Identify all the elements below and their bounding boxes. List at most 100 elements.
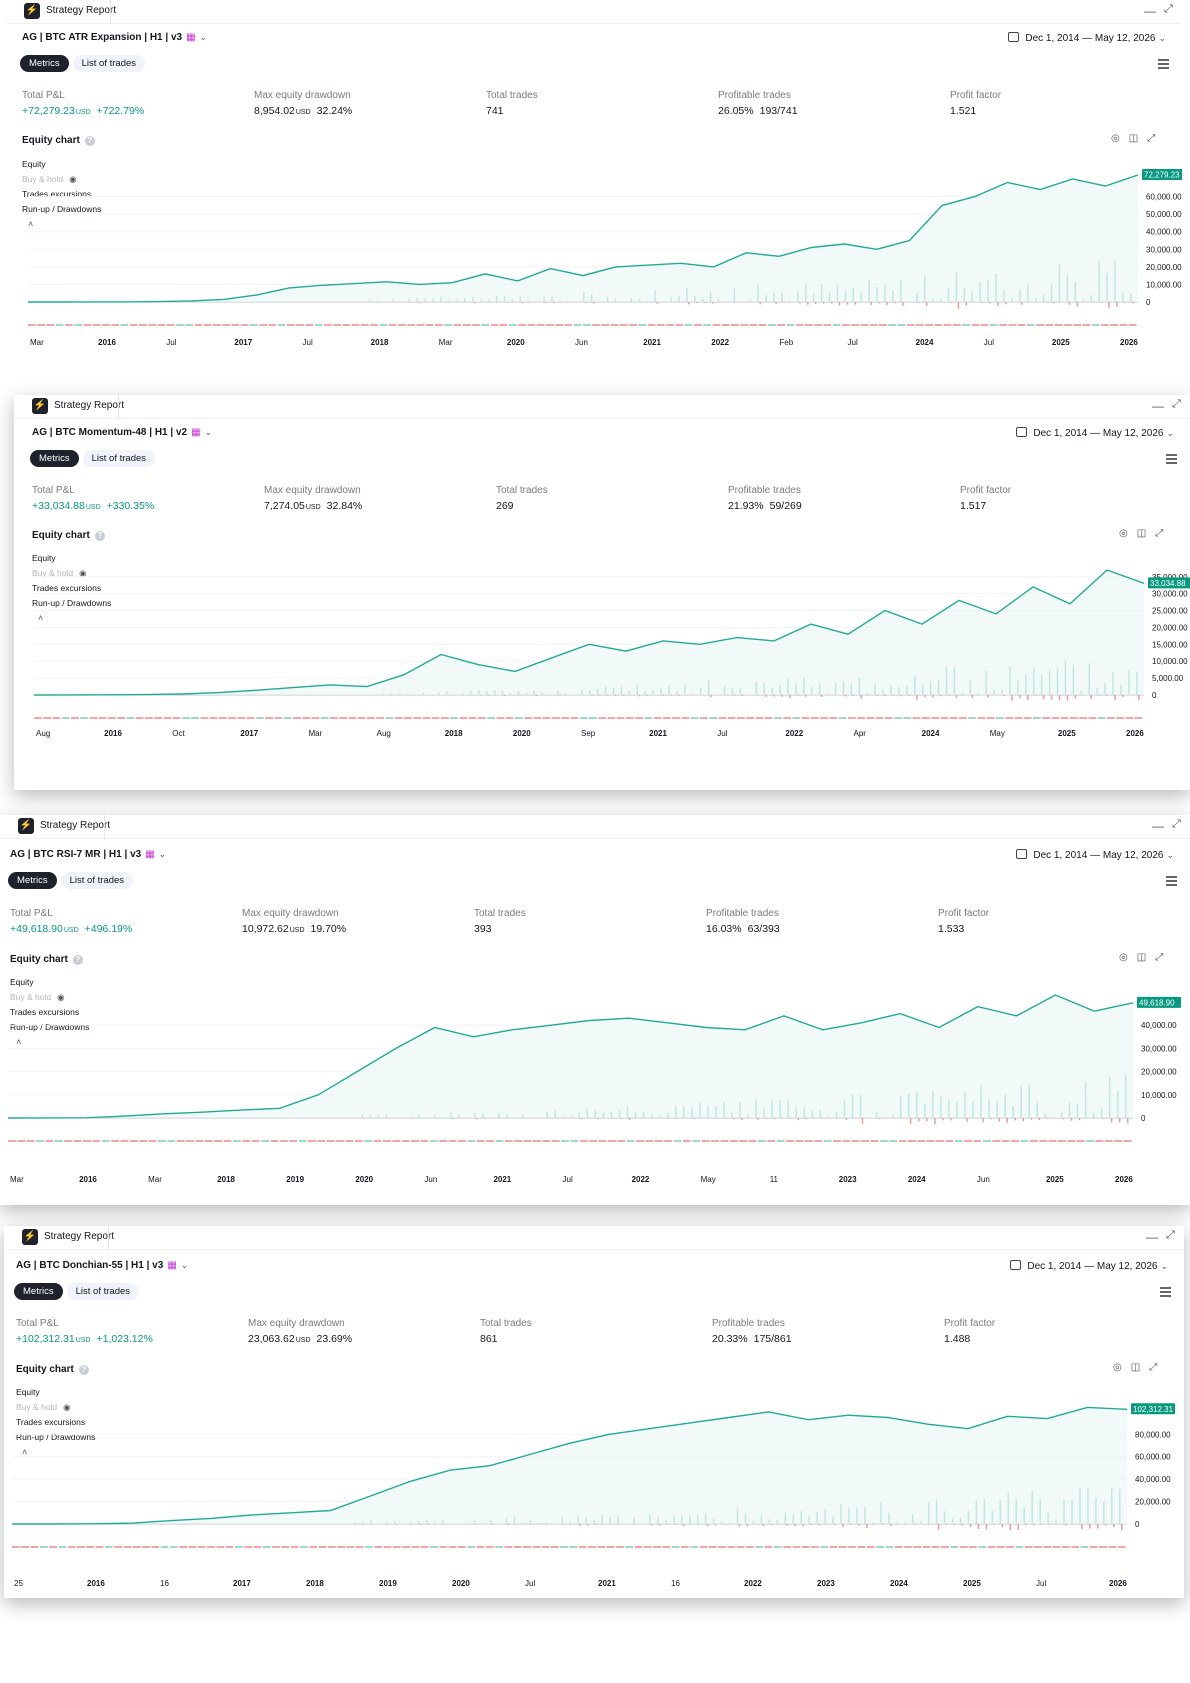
settings-icon[interactable]: ◎ xyxy=(1111,133,1120,144)
maximize-icon[interactable]: ⤢ xyxy=(1164,3,1173,15)
strategy-selector[interactable]: AG | BTC Donchian-55 | H1 | v3 ▦ ⌄ xyxy=(16,1260,188,1271)
menu-icon[interactable] xyxy=(1158,59,1169,69)
settings-icon[interactable]: ◎ xyxy=(1119,952,1128,963)
collapse-legend-icon[interactable]: ˄ xyxy=(22,1447,28,1457)
legend-trades-excursions[interactable]: Trades excursions xyxy=(10,1007,80,1017)
eye-icon[interactable]: ◉ xyxy=(79,568,87,578)
trade-strip-segment xyxy=(49,1546,57,1548)
eye-icon[interactable]: ◉ xyxy=(57,992,65,1002)
legend-equity[interactable]: Equity xyxy=(16,1387,40,1397)
equity-chart[interactable]: 60,000.00 50,000.00 40,000.00 30,000.00 20,0… xyxy=(28,160,1182,351)
equity-chart[interactable]: 35,000.00 30,000.00 25,000.00 20,000.00 15,0… xyxy=(33,555,1190,742)
eye-icon[interactable]: ◉ xyxy=(69,174,77,184)
maximize-icon[interactable]: ⤢ xyxy=(1172,398,1181,410)
drawdown-bar xyxy=(908,695,910,696)
drawdown-bar xyxy=(651,1524,653,1526)
drawdown-bar xyxy=(1108,302,1110,308)
menu-icon[interactable] xyxy=(1160,1287,1171,1297)
camera-icon[interactable]: ◫ xyxy=(1130,1362,1141,1373)
legend-equity[interactable]: Equity xyxy=(10,977,34,987)
menu-icon[interactable] xyxy=(1166,876,1177,886)
date-range-selector[interactable]: Dec 1, 2014 — May 12, 2026 ⌄ xyxy=(1016,427,1174,439)
help-icon[interactable]: ? xyxy=(84,136,95,146)
legend-equity[interactable]: Equity xyxy=(32,553,56,563)
camera-icon[interactable]: ◫ xyxy=(1136,528,1147,539)
settings-icon[interactable]: ◎ xyxy=(1119,528,1128,539)
legend-runup-drawdowns[interactable]: Run-up / Drawdowns xyxy=(16,1432,96,1442)
help-icon[interactable]: ? xyxy=(72,955,83,965)
tab-list-of-trades[interactable]: List of trades xyxy=(66,1283,140,1300)
fullscreen-icon[interactable]: ⤢ xyxy=(1155,952,1164,963)
trade-strip-segment xyxy=(279,1140,288,1142)
equity-chart[interactable]: 80,000.00 60,000.00 40,000.00 20,000.00 0 102… xyxy=(12,1389,1179,1592)
trade-strip-segment xyxy=(866,717,875,719)
trade-strip-segment xyxy=(311,717,320,719)
help-icon[interactable]: ? xyxy=(78,1365,89,1375)
trade-strip-segment xyxy=(954,1140,963,1142)
camera-icon[interactable]: ◫ xyxy=(1128,133,1139,144)
trade-strip-segment xyxy=(83,324,92,326)
y-tick-label: 10,000.00 xyxy=(1146,280,1182,289)
settings-icon[interactable]: ◎ xyxy=(1113,1362,1122,1373)
legend-buy-hold[interactable]: Buy & hold ◉ xyxy=(16,1400,95,1415)
minimize-icon[interactable]: — xyxy=(1152,399,1164,413)
tab-list-of-trades[interactable]: List of trades xyxy=(72,55,146,72)
drawdown-bar xyxy=(535,695,537,697)
trade-strip-segment xyxy=(289,1140,298,1142)
tab-metrics[interactable]: Metrics xyxy=(14,1283,63,1300)
currency-unit: USD xyxy=(85,504,101,511)
legend-runup-drawdowns[interactable]: Run-up / Drawdowns xyxy=(32,598,112,608)
trade-strip-segment xyxy=(345,1140,354,1142)
profitable-percent: 21.93% xyxy=(728,500,764,512)
drawdown-bar xyxy=(667,1524,669,1525)
trade-strip-segment xyxy=(450,717,458,719)
trade-strip-segment xyxy=(401,1140,410,1142)
strategy-selector[interactable]: AG | BTC Momentum-48 | H1 | v2 ▦ ⌄ xyxy=(32,427,212,438)
menu-icon[interactable] xyxy=(1166,454,1177,464)
legend-trades-excursions[interactable]: Trades excursions xyxy=(22,189,92,199)
trade-strip-segment xyxy=(518,324,526,326)
tab-list-of-trades[interactable]: List of trades xyxy=(82,450,156,467)
fullscreen-icon[interactable]: ⤢ xyxy=(1147,133,1156,144)
x-tick-label: 2016 xyxy=(98,338,116,347)
collapse-legend-icon[interactable]: ˄ xyxy=(16,1037,22,1047)
trade-strip-segment xyxy=(645,1140,654,1142)
minimize-icon[interactable]: — xyxy=(1144,4,1156,18)
legend-buy-hold[interactable]: Buy & hold ◉ xyxy=(10,990,89,1005)
trade-strip-segment xyxy=(495,1546,503,1548)
date-range-selector[interactable]: Dec 1, 2014 — May 12, 2026 ⌄ xyxy=(1008,32,1166,44)
camera-icon[interactable]: ◫ xyxy=(1136,952,1147,963)
legend-runup-drawdowns[interactable]: Run-up / Drawdowns xyxy=(22,204,102,214)
strategy-selector[interactable]: AG | BTC RSI-7 MR | H1 | v3 ▦ ⌄ xyxy=(10,849,166,860)
date-range-selector[interactable]: Dec 1, 2014 — May 12, 2026 ⌄ xyxy=(1010,1260,1168,1272)
chevron-down-icon: ⌄ xyxy=(1160,1261,1168,1271)
fullscreen-icon[interactable]: ⤢ xyxy=(1149,1362,1158,1373)
help-icon[interactable]: ? xyxy=(94,531,105,541)
collapse-legend-icon[interactable]: ˄ xyxy=(28,219,34,229)
legend-trades-excursions[interactable]: Trades excursions xyxy=(16,1417,86,1427)
date-range-selector[interactable]: Dec 1, 2014 — May 12, 2026 ⌄ xyxy=(1016,849,1174,861)
minimize-icon[interactable]: — xyxy=(1146,1230,1158,1244)
tab-metrics[interactable]: Metrics xyxy=(30,450,79,467)
legend-buy-hold[interactable]: Buy & hold ◉ xyxy=(32,566,111,581)
minimize-icon[interactable]: — xyxy=(1152,819,1164,833)
legend-trades-excursions[interactable]: Trades excursions xyxy=(32,583,102,593)
equity-chart[interactable]: 40,000.00 30,000.00 20,000.00 10,000.00 0 49,… xyxy=(7,980,1185,1188)
tab-list-of-trades[interactable]: List of trades xyxy=(60,872,134,889)
collapse-legend-icon[interactable]: ˄ xyxy=(38,613,44,623)
maximize-icon[interactable]: ⤢ xyxy=(1166,1229,1175,1241)
legend-runup-drawdowns[interactable]: Run-up / Drawdowns xyxy=(10,1022,90,1032)
eye-icon[interactable]: ◉ xyxy=(63,1402,71,1412)
trade-strip-segment xyxy=(1134,717,1143,719)
legend-buy-hold[interactable]: Buy & hold ◉ xyxy=(22,172,101,187)
maximize-icon[interactable]: ⤢ xyxy=(1172,818,1181,830)
tab-metrics[interactable]: Metrics xyxy=(8,872,57,889)
drawdown-bar xyxy=(656,302,658,304)
legend-equity[interactable]: Equity xyxy=(22,159,46,169)
strategy-selector[interactable]: AG | BTC ATR Expansion | H1 | v3 ▦ ⌄ xyxy=(22,32,207,43)
trade-strip-segment xyxy=(472,324,480,326)
drawdown-bar xyxy=(1122,695,1124,698)
trade-strip-segment xyxy=(28,324,36,326)
tab-metrics[interactable]: Metrics xyxy=(20,55,69,72)
fullscreen-icon[interactable]: ⤢ xyxy=(1155,528,1164,539)
